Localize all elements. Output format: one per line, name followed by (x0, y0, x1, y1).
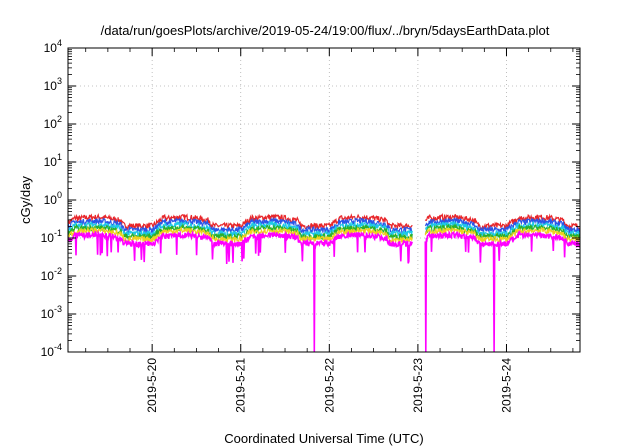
x-tick-label: 2019-5-20 (145, 358, 159, 413)
x-tick-labels: 2019-5-20 2019-5-21 2019-5-22 2019-5-23 2019… (145, 358, 513, 413)
y-tick-exponent: 2 (57, 114, 62, 124)
y-tick-label: 101 (44, 152, 62, 169)
y-tick-label: 102 (44, 114, 62, 131)
x-tick-label: 2019-5-22 (322, 358, 336, 413)
y-tick-label: 10-2 (41, 266, 62, 283)
y-tick-base: 10 (44, 155, 58, 169)
x-tick-label: 2019-5-23 (411, 358, 425, 413)
x-tick-label: 2019-5-24 (499, 358, 513, 413)
y-tick-exponent: 1 (57, 152, 62, 162)
y-tick-exponent: -2 (54, 266, 62, 276)
y-tick-exponent: -3 (54, 304, 62, 314)
x-tick-label: 2019-5-21 (234, 358, 248, 413)
y-tick-base: 10 (41, 307, 55, 321)
series-layer (67, 212, 581, 353)
x-axis-label: Coordinated Universal Time (UTC) (224, 431, 423, 446)
y-tick-exponent: 4 (57, 38, 62, 48)
y-tick-base: 10 (41, 231, 55, 245)
y-tick-base: 10 (41, 269, 55, 283)
y-tick-label: 103 (44, 76, 62, 93)
y-tick-exponent: 3 (57, 76, 62, 86)
y-tick-label: 100 (44, 190, 62, 207)
y-tick-base: 10 (44, 79, 58, 93)
data-series-line (67, 212, 581, 231)
grid (68, 47, 580, 353)
y-tick-exponent: -1 (54, 228, 62, 238)
y-tick-label: 10-4 (41, 342, 62, 359)
y-tick-base: 10 (44, 117, 58, 131)
y-axis-label: cGy/day (18, 176, 33, 224)
y-tick-base: 10 (41, 345, 55, 359)
y-tick-label: 10-3 (41, 304, 62, 321)
y-tick-label: 10-1 (41, 228, 62, 245)
y-tick-base: 10 (44, 193, 58, 207)
y-tick-base: 10 (44, 41, 58, 55)
y-tick-exponent: 0 (57, 190, 62, 200)
chart-title: /data/run/goesPlots/archive/2019-05-24/1… (101, 23, 550, 38)
data-series-line (67, 229, 581, 353)
y-tick-label: 104 (44, 38, 62, 55)
y-tick-exponent: -4 (54, 342, 62, 352)
axis-ticks (68, 47, 580, 353)
